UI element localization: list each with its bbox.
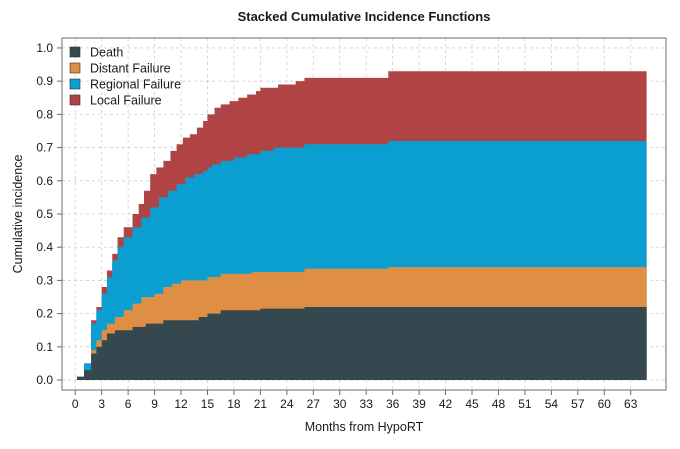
x-tick-label: 36 [386,397,400,411]
legend-swatch [69,94,81,106]
x-tick-label: 42 [439,397,453,411]
x-tick-label: 57 [571,397,585,411]
legend-label: Death [90,46,123,60]
x-tick-label: 60 [598,397,612,411]
x-tick-label: 39 [412,397,426,411]
legend-swatch [69,62,81,74]
x-tick-label: 45 [465,397,479,411]
x-tick-label: 9 [151,397,158,411]
y-tick-label: 0.1 [36,340,53,354]
legend-swatch [69,46,81,58]
x-tick-label: 30 [333,397,347,411]
y-tick-label: 0.3 [36,273,53,287]
series-areas [76,71,647,381]
x-axis-ticks: 0 3 6 9 12 15 18 21 24 27 30 33 36 39 42 45 48 51 54 57 60 63 [72,390,638,411]
x-axis-label: Months from HypoRT [305,420,424,434]
chart-title: Stacked Cumulative Incidence Functions [238,9,491,24]
x-tick-label: 18 [227,397,241,411]
x-tick-label: 54 [545,397,559,411]
y-tick-label: 0.7 [36,141,53,155]
x-tick-label: 48 [492,397,506,411]
y-tick-label: 0.5 [36,207,53,221]
legend-label: Local Failure [90,94,162,108]
y-tick-label: 0.4 [36,240,53,254]
y-tick-label: 1.0 [36,41,53,55]
x-tick-label: 63 [624,397,638,411]
y-tick-label: 0.0 [36,373,53,387]
legend-label: Regional Failure [90,78,181,92]
x-tick-label: 3 [98,397,105,411]
y-tick-label: 0.2 [36,307,53,321]
y-tick-label: 0.8 [36,107,53,121]
legend-label: Distant Failure [90,62,171,76]
legend-swatch [69,78,81,90]
x-tick-label: 21 [254,397,268,411]
x-tick-label: 51 [518,397,532,411]
x-tick-label: 24 [280,397,294,411]
x-tick-label: 0 [72,397,79,411]
y-axis-label: Cumulative incidence [11,155,25,274]
y-axis-ticks: 0.0 0.1 0.2 0.3 0.4 0.5 0.6 0.7 0.8 0.9 1.0 [36,41,62,387]
y-tick-label: 0.6 [36,174,53,188]
x-tick-label: 27 [307,397,321,411]
x-tick-label: 33 [360,397,374,411]
x-tick-label: 15 [201,397,215,411]
x-tick-label: 12 [174,397,188,411]
area-death [76,306,647,381]
y-tick-label: 0.9 [36,74,53,88]
legend: Death Distant Failure Regional Failure Loca… [69,46,181,108]
x-tick-label: 6 [125,397,132,411]
